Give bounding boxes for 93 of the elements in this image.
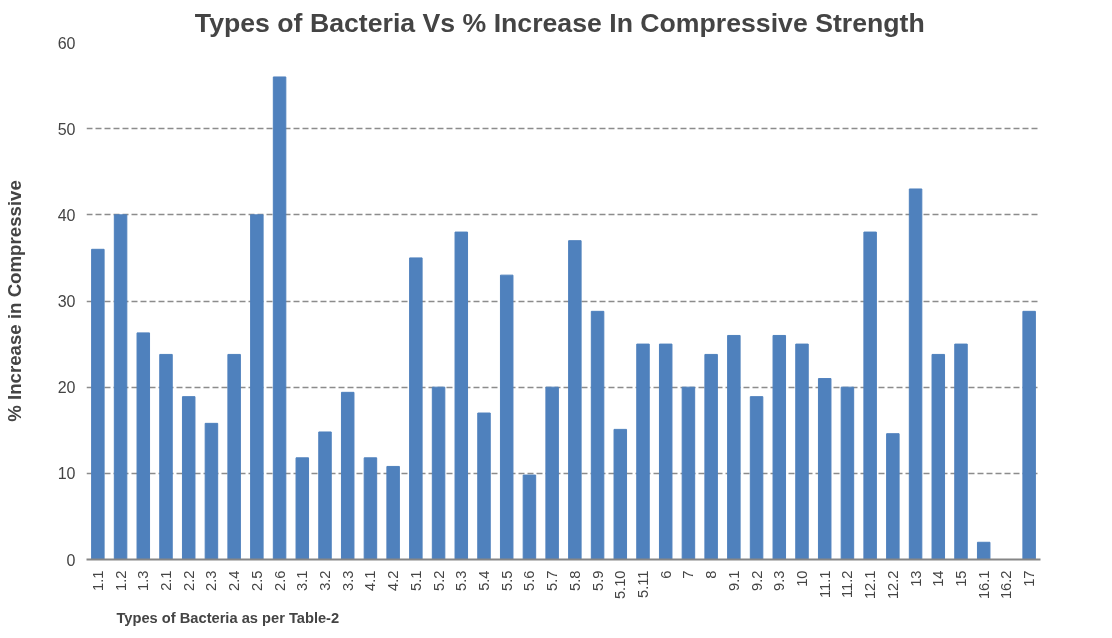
x-tick-label: 5.7	[544, 570, 561, 591]
x-tick-label: 5.10	[612, 570, 629, 600]
x-tick-label: 12.2	[884, 570, 901, 600]
x-tick-label: 1.3	[135, 570, 152, 591]
x-tick-label: 1.1	[89, 570, 106, 591]
bar	[545, 386, 559, 560]
bar	[727, 334, 741, 560]
bar	[431, 386, 446, 560]
x-tick-label: 5.4	[476, 570, 492, 591]
y-tick-label: 0	[66, 551, 76, 569]
x-tick-label: 13	[907, 570, 924, 587]
x-tick-label: 4.2	[385, 570, 402, 591]
x-tick-label: 3.1	[294, 570, 311, 591]
bar	[976, 541, 991, 560]
x-axis-title: Types of Bacteria as per Table-2	[116, 609, 340, 626]
x-tick-label: 9.2	[748, 570, 765, 591]
y-tick-label: 20	[57, 379, 76, 397]
bar	[636, 343, 650, 560]
x-tick-label: 14	[930, 570, 947, 587]
x-tick-label: 2.2	[180, 570, 197, 591]
x-tick-label: 2.4	[226, 570, 243, 591]
x-tick-label: 3.3	[339, 570, 356, 591]
y-axis-title: % Increase in Compressive	[3, 180, 25, 422]
bar	[136, 332, 151, 560]
y-tick-label: 10	[57, 465, 76, 483]
bar	[658, 343, 673, 560]
bar	[318, 431, 332, 560]
x-tick-label: 5.1	[407, 570, 424, 591]
y-tick-label: 40	[57, 206, 76, 224]
bar	[499, 274, 514, 560]
bar	[113, 214, 128, 560]
x-tick-label: 2.1	[158, 570, 174, 591]
x-tick-label: 9.1	[725, 570, 742, 591]
bar	[454, 231, 469, 560]
bar	[908, 188, 923, 560]
x-tick-label: 5.5	[498, 570, 515, 591]
x-tick-label: 11.1	[816, 570, 833, 598]
bar	[363, 457, 378, 560]
bar	[772, 334, 787, 560]
x-tick-label: 2.5	[248, 570, 265, 591]
x-tick-label: 12.1	[862, 570, 879, 600]
bar	[159, 353, 173, 560]
x-tick-label: 5.8	[566, 570, 583, 591]
x-tick-label: 8	[703, 570, 720, 579]
bar	[295, 457, 310, 560]
y-tick-label: 30	[57, 293, 76, 310]
bar	[522, 474, 537, 560]
bar	[954, 343, 968, 560]
bar	[840, 386, 855, 560]
x-tick-label: 5.3	[453, 570, 470, 591]
bar	[681, 386, 696, 560]
x-tick-label: 2.6	[271, 570, 288, 591]
x-tick-label: 7	[680, 570, 697, 579]
bar	[477, 412, 491, 560]
bar	[386, 465, 400, 560]
bar	[749, 396, 764, 560]
x-tick-label: 5.2	[430, 570, 447, 591]
bar	[704, 353, 718, 560]
bar	[886, 433, 900, 560]
bar	[817, 378, 832, 560]
bar	[181, 396, 196, 560]
chart-title: Types of Bacteria Vs % Increase In Compressive Strength	[194, 7, 925, 38]
bar	[795, 343, 809, 560]
bar	[568, 240, 582, 560]
x-tick-label: 5.9	[589, 570, 606, 591]
x-tick-label: 2.3	[203, 570, 220, 591]
x-tick-label: 9.3	[771, 570, 788, 591]
x-tick-label: 5.6	[521, 570, 538, 591]
y-tick-label: 60	[57, 34, 76, 52]
x-tick-label: 16.2	[998, 570, 1015, 600]
x-tick-label: 10	[794, 570, 810, 587]
x-tick-label: 17	[1021, 570, 1038, 587]
bar	[590, 310, 605, 560]
bar	[227, 353, 241, 560]
x-tick-label: 6	[657, 570, 674, 579]
x-tick-label: 4.1	[362, 570, 379, 591]
y-tick-label: 50	[57, 120, 76, 138]
x-tick-label: 3.2	[317, 570, 333, 591]
bar	[931, 353, 946, 560]
bar	[613, 428, 628, 560]
x-tick-label: 16.1	[975, 570, 992, 600]
x-tick-label: 1.2	[112, 570, 129, 591]
bar	[340, 391, 355, 560]
bar	[250, 214, 264, 560]
x-tick-label: 15	[953, 570, 969, 587]
bar	[91, 248, 105, 560]
x-tick-label: 11.2	[839, 570, 856, 598]
bar	[204, 422, 219, 560]
bar	[409, 257, 423, 560]
x-tick-label: 5.11	[635, 570, 651, 598]
bar	[863, 231, 877, 560]
bar	[272, 76, 287, 560]
bar	[1022, 310, 1036, 560]
